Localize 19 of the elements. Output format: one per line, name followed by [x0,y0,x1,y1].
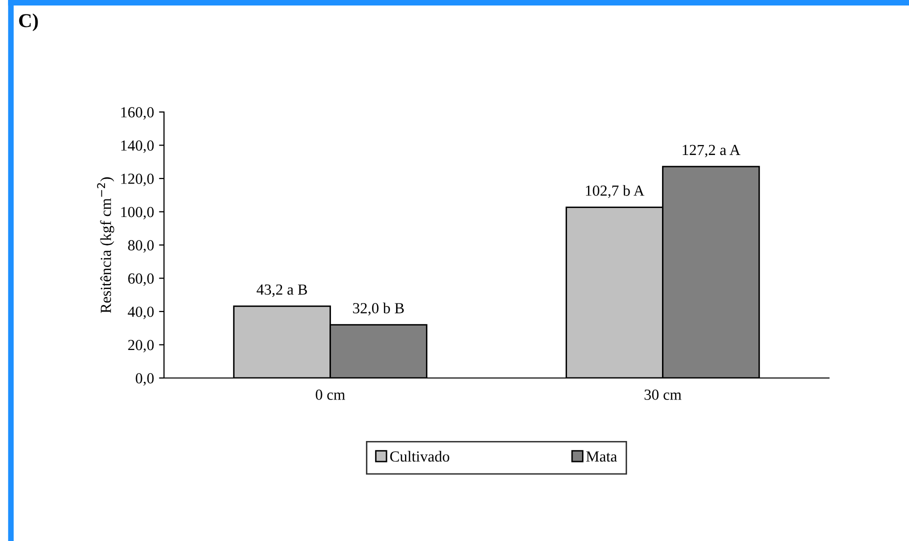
y-tick-label: 60,0 [128,273,154,286]
y-tick-label: 80,0 [128,240,154,253]
y-tick-label: 40,0 [128,306,154,320]
y-tick-label: 100,0 [121,206,154,220]
legend-label: Cultivado [390,450,450,462]
y-axis-title: Resitência (kgf cm$^{−2}$) [97,177,114,314]
x-tick-label: 30 cm [644,390,682,400]
y-tick-label: 0,0 [136,373,154,386]
x-tick-label: 0 cm [316,390,346,400]
y-tick-label: 120,0 [121,174,154,186]
data-label: 102,7 b A [586,185,644,198]
chart-title: C) [19,14,38,32]
y-tick-label: 20,0 [128,340,154,352]
data-label: 32,0 b B [353,302,404,316]
legend-label: Mata [586,452,617,462]
data-label: 43,2 a B [256,284,307,297]
y-tick-label: 140,0 [121,140,154,153]
data-label: 127,2 a A [682,144,740,158]
y-tick-label: 160,0 [121,107,154,120]
